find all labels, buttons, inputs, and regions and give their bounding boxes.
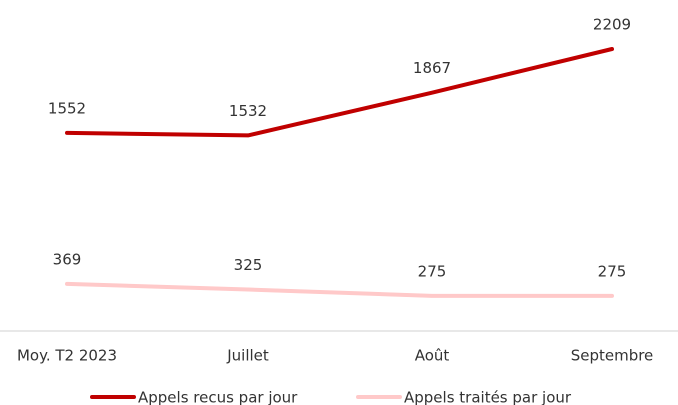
data-label: 275 [418, 262, 447, 280]
x-tick-label: Moy. T2 2023 [17, 347, 117, 365]
data-label: 1552 [48, 99, 86, 117]
series-line [65, 47, 614, 138]
data-label: 369 [53, 250, 82, 268]
data-label: 275 [598, 262, 627, 280]
x-tick-label: Août [415, 347, 450, 365]
data-label: 1532 [229, 102, 267, 120]
data-label: 325 [234, 256, 263, 274]
x-tick-label: Septembre [571, 347, 654, 365]
x-tick-label: Juillet [226, 347, 269, 365]
data-label: 1867 [413, 59, 451, 77]
legend-label: Appels traités par jour [404, 389, 572, 405]
data-label: 2209 [593, 16, 631, 34]
legend-label: Appels recus par jour [138, 389, 298, 405]
series-line [65, 281, 614, 298]
